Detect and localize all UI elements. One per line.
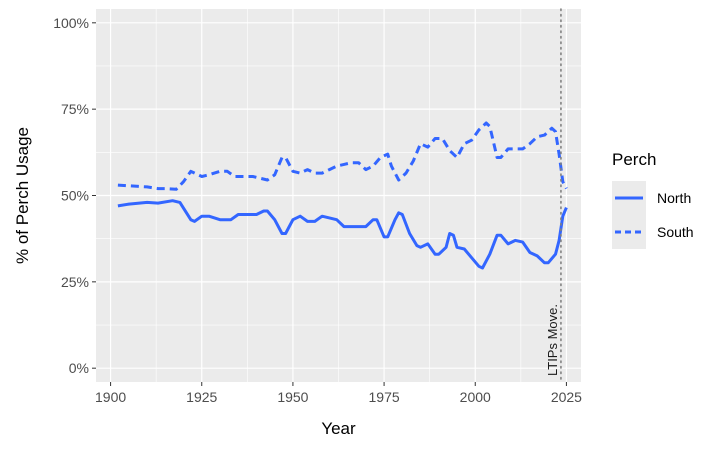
x-tick-label: 2000: [460, 389, 491, 405]
series-line-south: [117, 121, 568, 191]
legend-items: North South: [612, 181, 694, 249]
series-layer: [117, 121, 568, 270]
legend: Perch North South: [612, 150, 694, 249]
x-tick-label: 1975: [369, 389, 400, 405]
major-gridlines: [96, 9, 581, 382]
x-tick-label: 2025: [551, 389, 582, 405]
x-tick-label: 1925: [186, 389, 217, 405]
y-axis-ticks: 0% 25% 50% 75% 100%: [53, 15, 96, 376]
x-tick-label: 1900: [95, 389, 126, 405]
y-tick-label: 25%: [61, 274, 89, 290]
y-tick-label: 75%: [61, 101, 89, 117]
x-axis-ticks: 1900 1925 1950 1975 2000 2025: [95, 382, 582, 405]
x-axis-title: Year: [321, 419, 356, 438]
y-tick-label: 50%: [61, 188, 89, 204]
legend-label-north: North: [657, 190, 691, 206]
x-tick-label: 1950: [277, 389, 308, 405]
y-tick-label: 0%: [69, 360, 89, 376]
annotation-layer: LTIPs Move.: [545, 8, 562, 383]
annotation-label: LTIPs Move.: [545, 304, 560, 376]
y-axis-title: % of Perch Usage: [13, 127, 32, 264]
legend-title: Perch: [612, 150, 656, 169]
legend-label-south: South: [657, 224, 694, 240]
series-line-north: [117, 199, 568, 270]
y-tick-label: 100%: [53, 15, 89, 31]
